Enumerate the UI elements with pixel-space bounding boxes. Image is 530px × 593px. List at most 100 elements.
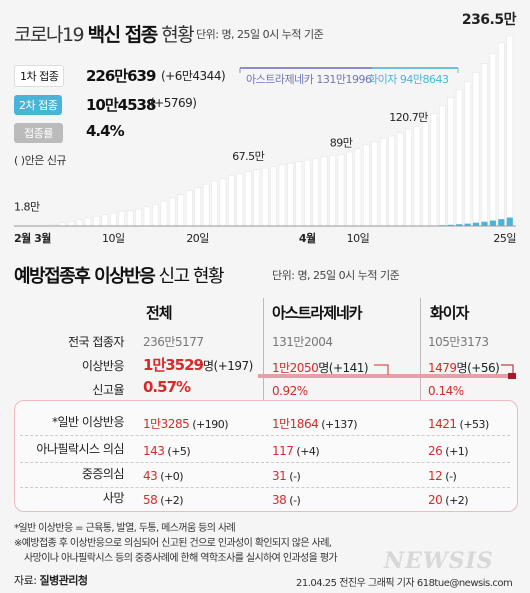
bar-first-dose [304, 159, 311, 227]
box-cell-az: 31 (-) [272, 469, 301, 483]
reaction-title: 예방접종후 이상반응 신고 현황 [14, 266, 225, 287]
rate-bar-connectors [374, 364, 514, 375]
newsis-logo: NEWSIS [384, 548, 494, 574]
bar-first-dose [287, 163, 294, 227]
x-tick-label: 25일 [493, 231, 516, 245]
bar-first-dose [219, 178, 227, 227]
bar-first-dose [388, 135, 395, 227]
bar-first-dose [506, 35, 514, 227]
box-row-label: 중증의심 [81, 467, 125, 481]
x-tick-label: 20일 [186, 231, 209, 245]
chart-title: 코로나19 백신 접종 현황 [14, 24, 195, 46]
bar-first-dose [371, 141, 379, 227]
data-label: 236.5만 [462, 12, 517, 28]
rate-bar-pfizer [508, 373, 516, 379]
x-tick-label: 10일 [102, 231, 125, 245]
bar-first-dose [118, 211, 125, 227]
bar-first-dose [455, 89, 463, 227]
footnote-causality: ※예방접종 후 이상반응으로 의심되어 신고된 건으로 인과성이 확인되지 않은… [14, 538, 332, 549]
box-cell-pfizer: 20 (+2) [428, 493, 469, 507]
bar-first-dose [253, 169, 260, 227]
new-note: ( )안은 신규 [14, 154, 67, 167]
bar-first-dose [270, 166, 277, 227]
bar-first-dose [101, 214, 109, 227]
bar-first-dose [244, 171, 252, 227]
bar-first-dose [346, 151, 353, 227]
rate-badge: 접종률 [14, 123, 63, 143]
bar-first-dose [177, 194, 185, 227]
box-cell-total: 43 (+0) [143, 469, 184, 483]
cell-reactions-az: 1만2050명(+141) [272, 361, 369, 375]
box-cell-total: 58 (+2) [143, 493, 184, 507]
bar-first-dose [312, 158, 320, 227]
cell-reactions-total: 1만3529명(+197) [143, 356, 253, 374]
bar-first-dose [135, 208, 142, 227]
bar-first-dose [379, 138, 387, 227]
credit: 21.04.25 전진우 그래픽 기자 618tue@newsis.com [296, 578, 513, 589]
data-label: 120.7만 [389, 111, 428, 124]
second-dose-value: 10만4538 [86, 96, 156, 114]
box-cell-total: 143 (+5) [143, 444, 191, 458]
box-cell-az: 117 (+4) [272, 444, 320, 458]
cell-vaccinated-az: 131만2004 [272, 335, 333, 349]
bar-first-dose [194, 187, 201, 227]
bar-first-dose [337, 154, 345, 227]
bar-first-dose [439, 105, 446, 227]
box-row-label: 사망 [102, 491, 125, 505]
data-label: 67.5만 [232, 150, 264, 163]
reaction-detail-box [14, 400, 518, 512]
footnote-causality-cont: 사망이나 아나필락시스 등의 중증사례에 한해 역학조사를 실시하여 인과성을 … [24, 553, 338, 564]
legend-pfizer: 화이자 94만8643 [368, 73, 449, 86]
bar-second-dose [472, 222, 480, 226]
bar-first-dose [228, 175, 235, 227]
footnote-general: *일반 이상반응 = 근육통, 발열, 두통, 메스꺼움 등의 사례 [14, 523, 236, 534]
second-dose-badge: 2차 접종 [14, 95, 63, 115]
box-cell-pfizer: 12 (-) [428, 469, 457, 483]
box-row-separator [20, 462, 510, 463]
col-head-total: 전체 [146, 304, 173, 322]
bar-first-dose [422, 121, 429, 227]
bar-second-dose [464, 223, 471, 226]
cell-rate-az: 0.92% [272, 384, 308, 398]
second-dose-delta: (+5769) [150, 96, 197, 110]
bar-second-dose [447, 224, 454, 226]
bar-first-dose [185, 190, 193, 227]
cell-vaccinated-total: 236만5177 [143, 335, 204, 349]
bar-first-dose [354, 148, 362, 227]
data-label: 89만 [330, 136, 353, 149]
bar-first-dose [109, 212, 117, 227]
bar-first-dose [413, 126, 421, 227]
box-cell-total: 1만3285 (+190) [143, 417, 229, 431]
bar-first-dose [320, 156, 328, 227]
vaccination-bar-chart: 1.8만 67.5만 89만 120.7만 236.5만 2월 3월 10일 20일 4월 10일… [14, 12, 517, 245]
first-dose-badge: 1차 접종 [14, 65, 65, 87]
bar-second-dose [489, 220, 496, 226]
box-cell-az: 38 (-) [272, 493, 301, 507]
bar-first-dose [363, 144, 370, 227]
bar-first-dose [447, 97, 455, 227]
bar-first-dose [126, 210, 134, 227]
bar-first-dose [211, 180, 218, 227]
bar-second-dose [506, 217, 513, 226]
bar-second-dose [481, 221, 488, 226]
rate-row: 접종률 [14, 122, 63, 143]
bar-first-dose [430, 113, 438, 227]
source: 자료: 질병관리청 [14, 574, 88, 587]
bar-first-dose [405, 128, 412, 227]
first-dose-row: 1차 접종 [14, 65, 65, 87]
x-tick-label: 10일 [347, 231, 370, 245]
bar-first-dose [76, 219, 83, 227]
bar-first-dose [160, 200, 168, 227]
first-dose-delta: (+6만4344) [161, 69, 226, 83]
bar-second-dose [456, 224, 463, 226]
bar-first-dose [152, 204, 159, 227]
bar-first-dose [278, 164, 286, 227]
reaction-unit: 단위: 명, 25일 0시 누적 기준 [272, 269, 400, 282]
bar-first-dose [329, 155, 336, 227]
box-row-label: 아나필락시스 의심 [36, 442, 124, 456]
box-row-label: *일반 이상반응 [51, 415, 125, 429]
x-tick-label: 4월 [299, 231, 316, 245]
box-cell-az: 1만1864 (+137) [272, 417, 358, 431]
first-dose-value: 226만639 [86, 67, 156, 85]
bar-first-dose [295, 161, 303, 227]
